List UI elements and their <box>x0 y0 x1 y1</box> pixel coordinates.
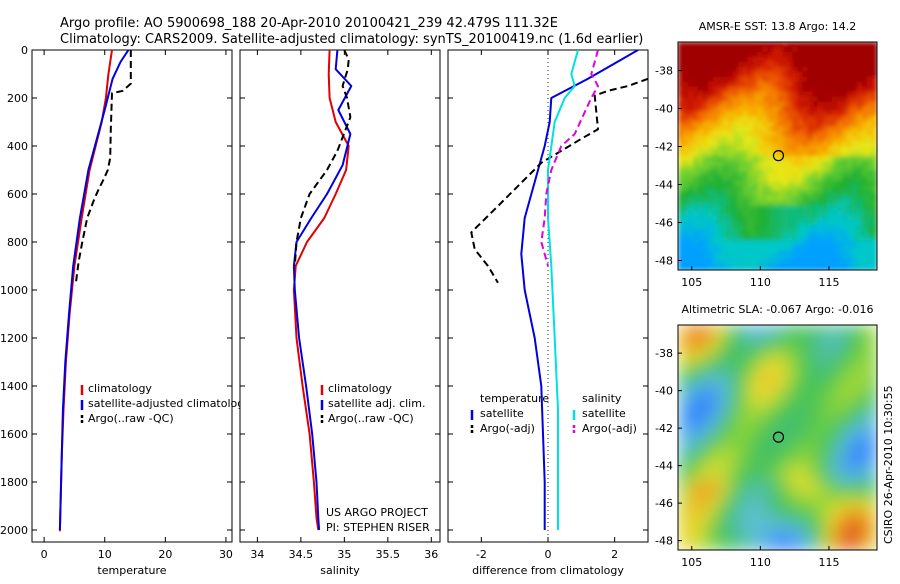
credit-project: US ARGO PROJECT <box>326 506 428 519</box>
figure-title-line2: Climatology: CARS2009. Satellite-adjuste… <box>60 32 643 47</box>
credit-pi: PI: STEPHEN RISER <box>326 521 430 534</box>
series-line-argo-raw-qc- <box>74 50 132 286</box>
map-frame <box>677 324 878 551</box>
legend-label: Argo(..raw -QC) <box>88 412 174 425</box>
x-tick-label: 10 <box>98 548 112 561</box>
legend-heading-temperature: temperature <box>480 392 549 405</box>
credit-stamp: CSIRO 26-Apr-2010 10:30:55 <box>882 385 895 544</box>
y-tick-label: 1800 <box>0 476 28 489</box>
x-tick-label: 20 <box>158 548 172 561</box>
y-tick-label: 800 <box>7 236 28 249</box>
map-y-tick-label: -42 <box>655 141 673 154</box>
series-line-climatology <box>292 50 350 531</box>
map-y-tick-label: -42 <box>655 422 673 435</box>
map-y-tick-label: -40 <box>655 103 673 116</box>
x-tick-label: 34.5 <box>289 548 314 561</box>
legend-label: climatology <box>328 382 392 395</box>
axes-frame <box>447 49 649 543</box>
map-y-tick-label: -38 <box>655 347 673 360</box>
map-field <box>678 42 877 270</box>
x-tick-label: 30 <box>219 548 233 561</box>
map-y-tick-label: -48 <box>655 255 673 268</box>
legend-label: satellite-adjusted climatology <box>88 397 251 410</box>
y-tick-label: 400 <box>7 140 28 153</box>
map-x-tick-label: 110 <box>750 556 771 569</box>
series-group <box>58 50 132 532</box>
series-line-satellite-adj-clim- <box>292 50 353 531</box>
map-y-tick-label: -44 <box>655 460 673 473</box>
series-group <box>470 50 648 530</box>
panel-salinity: 34 34.5 35 35.5 36 salinity climatology satelli… <box>239 49 441 577</box>
map-field <box>678 325 877 550</box>
y-tick-label: 200 <box>7 92 28 105</box>
map-y-tick-label: -38 <box>655 65 673 78</box>
x-axis-label: salinity <box>320 564 360 577</box>
x-tick-label: -2 <box>476 548 487 561</box>
y-tick-label: 2000 <box>0 524 28 537</box>
series-line-argo-raw-qc- <box>293 50 352 267</box>
y-tick-label: 0 <box>21 44 28 57</box>
panel-temperature: 0 200 400 600 800 1000 1200 1400 1600 1800 2000 0 10… <box>0 44 251 577</box>
legend-label: satellite <box>480 407 524 420</box>
legend-label: climatology <box>88 382 152 395</box>
x-tick-label: 2 <box>611 548 618 561</box>
y-tick-label: 1000 <box>0 284 28 297</box>
legend-heading-salinity: salinity <box>582 392 622 405</box>
axes-frame <box>31 49 233 543</box>
x-tick-label: 34 <box>250 548 264 561</box>
map-title: AMSR-E SST: 13.8 Argo: 14.2 <box>699 20 857 33</box>
x-tick-label: 35 <box>337 548 351 561</box>
map-x-tick-label: 110 <box>750 276 771 289</box>
map-y-tick-label: -46 <box>655 217 673 230</box>
y-tick-label: 1200 <box>0 332 28 345</box>
x-axis-label: temperature <box>97 564 166 577</box>
series-line-salinity-argo-adj- <box>540 50 599 267</box>
map-x-tick-label: 115 <box>818 276 839 289</box>
x-tick-label: 0 <box>545 548 552 561</box>
map-sla-map: Altimetric SLA: -0.067 Argo: -0.016 105 11… <box>655 303 878 569</box>
series-line-temperature-argo-adj- <box>470 77 648 284</box>
map-x-tick-label: 105 <box>681 276 702 289</box>
y-tick-label: 1400 <box>0 380 28 393</box>
map-y-tick-label: -44 <box>655 179 673 192</box>
y-tick-label: 600 <box>7 188 28 201</box>
map-y-tick-label: -40 <box>655 385 673 398</box>
x-axis-label: difference from climatology <box>472 564 624 577</box>
argo-float-marker <box>772 431 785 443</box>
legend-label: Argo(..raw -QC) <box>328 412 414 425</box>
map-y-tick-label: -48 <box>655 535 673 548</box>
series-group <box>292 50 353 531</box>
legend-label: satellite <box>582 407 626 420</box>
series-line-satellite-adjusted-climatology <box>58 50 130 531</box>
legend-label: Argo(-adj) <box>582 422 637 435</box>
map-x-tick-label: 115 <box>818 556 839 569</box>
panel-difference: -2 0 2 difference from climatology temperatu… <box>447 49 649 577</box>
x-tick-label: 36 <box>424 548 438 561</box>
map-sst-map: AMSR-E SST: 13.8 Argo: 14.2 105 110 115 -38 -… <box>655 20 878 289</box>
map-y-tick-label: -46 <box>655 497 673 510</box>
argo-float-marker <box>772 150 785 162</box>
x-tick-label: 0 <box>41 548 48 561</box>
map-frame <box>677 41 878 271</box>
series-line-salinity-satellite <box>547 50 579 530</box>
legend-label: satellite adj. clim. <box>328 397 425 410</box>
axes-frame <box>239 49 441 543</box>
map-title: Altimetric SLA: -0.067 Argo: -0.016 <box>682 303 874 316</box>
legend-label: Argo(-adj) <box>480 422 535 435</box>
y-tick-label: 1600 <box>0 428 28 441</box>
series-line-temperature-satellite <box>520 50 639 530</box>
x-tick-label: 35.5 <box>376 548 401 561</box>
figure-title-line1: Argo profile: AO 5900698_188 20-Apr-2010… <box>60 16 558 31</box>
map-x-tick-label: 105 <box>681 556 702 569</box>
